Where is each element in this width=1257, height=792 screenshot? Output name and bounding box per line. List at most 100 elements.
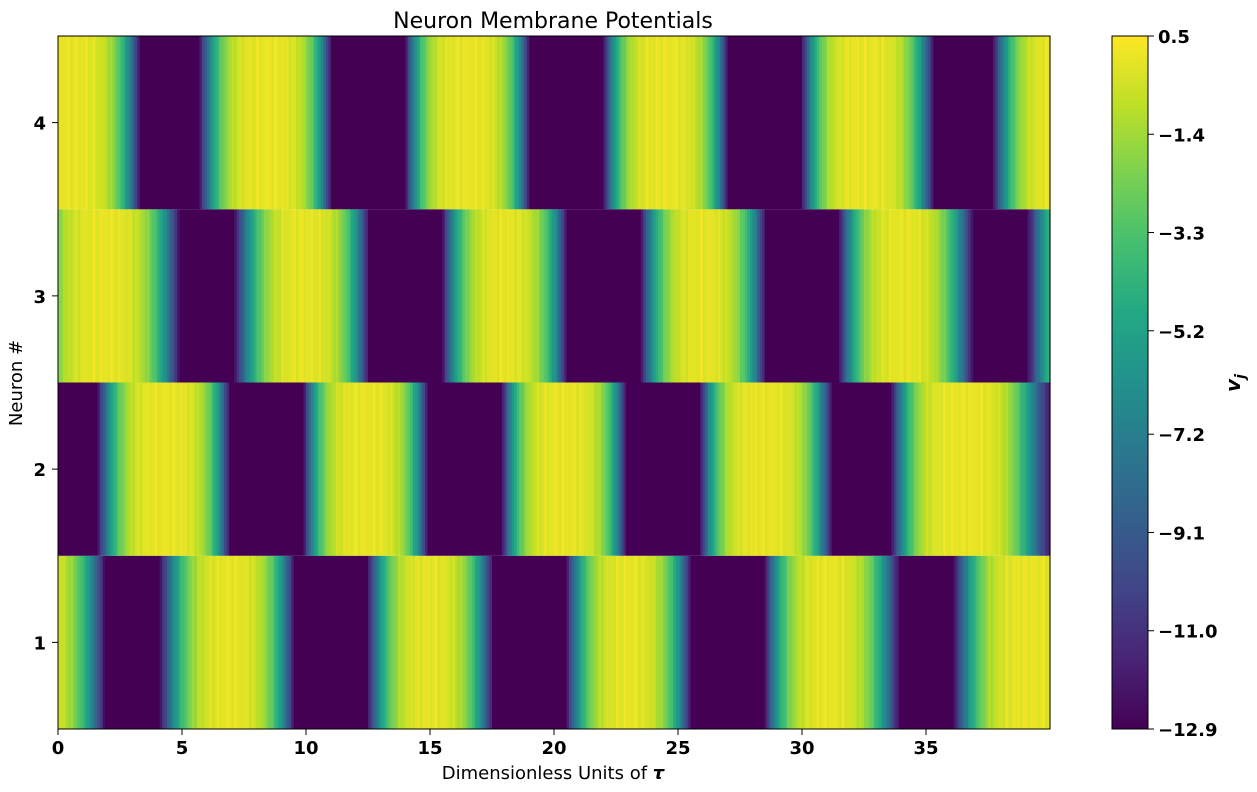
heatmap-cell <box>397 555 401 729</box>
heatmap-cell <box>782 209 786 383</box>
heatmap-cell <box>387 382 391 556</box>
heatmap-cell <box>323 36 327 210</box>
heatmap-cell <box>231 555 235 729</box>
heatmap-cell <box>147 36 151 210</box>
heatmap-cell <box>72 382 76 556</box>
y-tick-label: 3 <box>33 287 46 308</box>
heatmap-cell <box>563 36 567 210</box>
heatmap-cell <box>496 382 501 556</box>
heatmap-cell <box>134 555 138 729</box>
heatmap-cell <box>266 555 270 729</box>
heatmap-cell <box>134 36 138 210</box>
heatmap-cell <box>526 555 530 729</box>
heatmap-cell <box>568 36 572 210</box>
heatmap-cell <box>737 555 741 729</box>
heatmap-cell <box>122 382 126 556</box>
heatmap-cell <box>229 555 233 729</box>
heatmap-cell <box>253 382 257 556</box>
heatmap-cell <box>372 36 377 210</box>
heatmap-cell <box>653 36 657 210</box>
heatmap-cell <box>678 382 682 556</box>
heatmap-cell <box>846 555 850 729</box>
heatmap-cell <box>685 382 689 556</box>
heatmap-cell <box>980 36 984 210</box>
heatmap-cell <box>531 209 535 383</box>
heatmap-cell <box>943 209 947 383</box>
heatmap-cell <box>377 209 381 383</box>
heatmap-cell <box>400 36 404 210</box>
heatmap-cell <box>968 209 972 383</box>
heatmap-cell <box>1000 209 1004 383</box>
heatmap-cell <box>690 36 694 210</box>
heatmap-cell <box>583 209 587 383</box>
heatmap-cell <box>62 555 67 729</box>
heatmap-cell <box>1015 555 1019 729</box>
heatmap-cell <box>355 36 359 210</box>
heatmap-cell <box>447 36 451 210</box>
heatmap-cell <box>467 209 471 383</box>
heatmap-cell <box>462 209 466 383</box>
heatmap-cell <box>1035 555 1039 729</box>
heatmap-cell <box>645 209 649 383</box>
heatmap-cell <box>898 36 902 210</box>
heatmap-cell <box>80 209 84 383</box>
heatmap-cell <box>829 36 833 210</box>
colorbar-tick-label: −3.3 <box>1158 224 1205 245</box>
heatmap-cell <box>191 382 195 556</box>
heatmap-cell <box>536 382 540 556</box>
heatmap-cell <box>482 382 486 556</box>
heatmap-cell <box>856 209 860 383</box>
heatmap-cell <box>809 382 813 556</box>
heatmap-cell <box>162 382 166 556</box>
heatmap-cell <box>635 36 639 210</box>
heatmap-cell <box>263 382 267 556</box>
heatmap-cell <box>509 382 513 556</box>
heatmap-cell <box>744 382 749 556</box>
heatmap-cell <box>472 36 476 210</box>
heatmap-cell <box>325 36 329 210</box>
heatmap-cell <box>407 36 411 210</box>
heatmap-cell <box>839 209 843 383</box>
heatmap-cell <box>296 36 300 210</box>
heatmap-cell <box>80 555 84 729</box>
heatmap-cell <box>916 382 920 556</box>
heatmap-cell <box>866 382 870 556</box>
heatmap-cell <box>908 36 912 210</box>
heatmap-cell <box>769 209 773 383</box>
heatmap-cell <box>635 209 639 383</box>
heatmap-cell <box>320 36 324 210</box>
heatmap-cell <box>511 555 515 729</box>
heatmap-cell <box>444 36 448 210</box>
heatmap-cell <box>430 36 434 210</box>
heatmap-cell <box>191 555 195 729</box>
heatmap-cell <box>236 555 240 729</box>
heatmap-cell <box>960 209 964 383</box>
heatmap-cell <box>983 555 987 729</box>
heatmap-cell <box>968 36 972 210</box>
heatmap-cell <box>402 36 406 210</box>
heatmap-cell <box>273 36 277 210</box>
heatmap-cell <box>472 382 476 556</box>
heatmap-cell <box>169 209 173 383</box>
heatmap-cell <box>556 382 560 556</box>
heatmap-cell <box>558 382 563 556</box>
heatmap-cell <box>854 209 858 383</box>
heatmap-cell <box>747 209 751 383</box>
heatmap-cell <box>420 36 424 210</box>
heatmap-cell <box>172 36 176 210</box>
heatmap-cell <box>531 382 535 556</box>
heatmap-cell <box>377 382 381 556</box>
heatmap-cell <box>953 209 957 383</box>
heatmap-cell <box>216 36 220 210</box>
heatmap-cell <box>425 36 429 210</box>
heatmap-cell <box>333 555 337 729</box>
heatmap-cell <box>911 209 915 383</box>
heatmap-cell <box>323 555 327 729</box>
heatmap-cell <box>841 209 845 383</box>
heatmap-cell <box>310 382 315 556</box>
heatmap-cell <box>598 382 602 556</box>
heatmap-cell <box>635 382 639 556</box>
heatmap-cell <box>673 555 677 729</box>
heatmap-cell <box>921 382 925 556</box>
heatmap-cell <box>707 382 711 556</box>
